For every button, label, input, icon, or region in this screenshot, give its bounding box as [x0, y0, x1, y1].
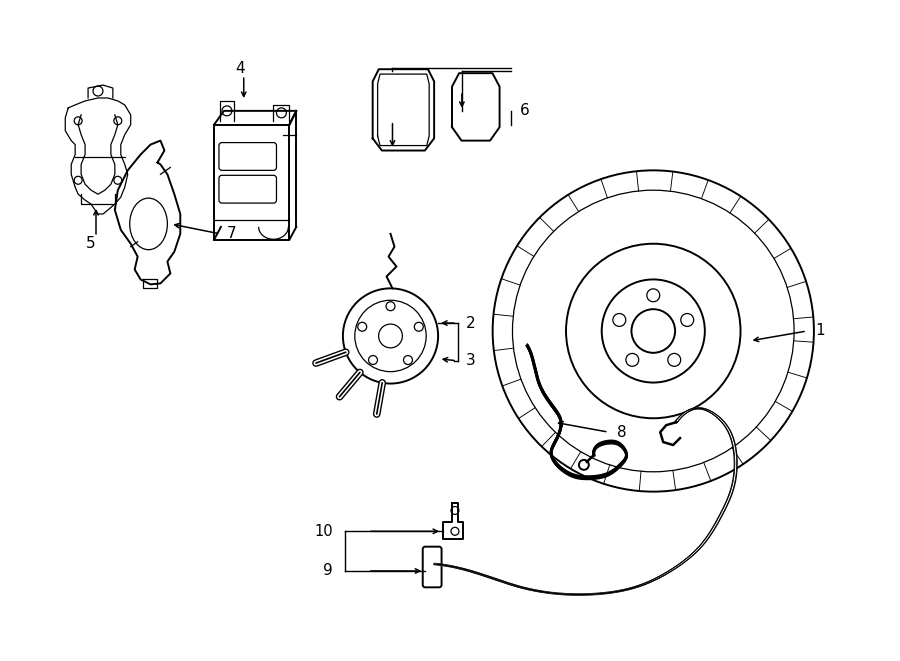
- Text: 5: 5: [86, 236, 96, 251]
- Text: 10: 10: [314, 524, 333, 539]
- Text: 9: 9: [323, 563, 333, 578]
- Text: 6: 6: [519, 103, 529, 118]
- Text: 8: 8: [616, 424, 626, 440]
- Text: 2: 2: [466, 315, 475, 330]
- Text: 1: 1: [814, 323, 824, 338]
- Text: 3: 3: [466, 353, 475, 368]
- Text: 4: 4: [235, 61, 245, 76]
- Text: 7: 7: [227, 226, 237, 241]
